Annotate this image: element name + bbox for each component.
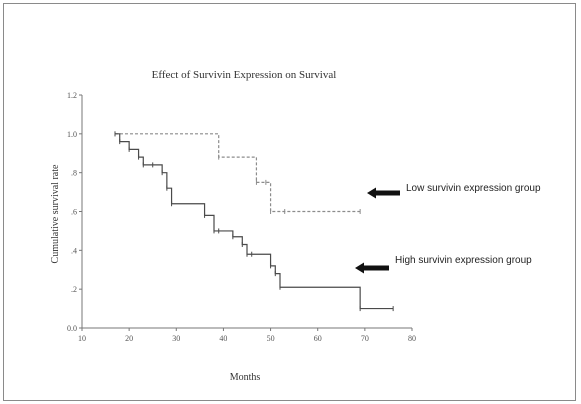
y-tick-label: 0.0 [67, 324, 77, 333]
x-tick-label: 50 [267, 334, 275, 343]
annotation-high-survivin: High survivin expression group [355, 255, 532, 274]
x-tick-label: 80 [408, 334, 416, 343]
arrow-shaft [361, 265, 389, 271]
annotation-label: High survivin expression group [395, 255, 532, 266]
axes [81, 95, 412, 329]
chart-frame [3, 3, 576, 401]
arrow-left-icon [367, 187, 376, 199]
y-axis-label: Cumulative survival rate [50, 164, 61, 263]
chart-title: Effect of Survivin Expression on Surviva… [152, 69, 337, 81]
x-tick-label: 40 [219, 334, 227, 343]
y-tick-label: 1.0 [67, 130, 77, 139]
x-tick-label: 20 [125, 334, 133, 343]
series-lines [114, 131, 394, 312]
y-tick-label: .4 [71, 246, 77, 255]
series-line-high-survivin [115, 133, 394, 310]
annotations: Low survivin expression group High surviv… [355, 183, 541, 274]
y-tick-label: .8 [71, 169, 77, 178]
y-tick-label: .6 [71, 208, 77, 217]
x-tick-label: 30 [172, 334, 180, 343]
x-tick-label: 70 [361, 334, 369, 343]
x-tick-label: 10 [78, 334, 86, 343]
y-tick-label: 1.2 [67, 91, 77, 100]
arrow-shaft [373, 190, 400, 196]
x-tick-label: 60 [314, 334, 322, 343]
arrow-left-icon [355, 262, 364, 274]
y-tick-label: .2 [71, 285, 77, 294]
annotation-label: Low survivin expression group [406, 183, 541, 194]
x-axis-label: Months [230, 372, 261, 383]
annotation-low-survivin: Low survivin expression group [367, 183, 541, 199]
series-line-low-survivin [115, 133, 361, 213]
tick-labels: 10 20 30 40 50 60 70 80 0.0 .2 .4 .6 .8 1.0 1.2 [67, 91, 416, 343]
